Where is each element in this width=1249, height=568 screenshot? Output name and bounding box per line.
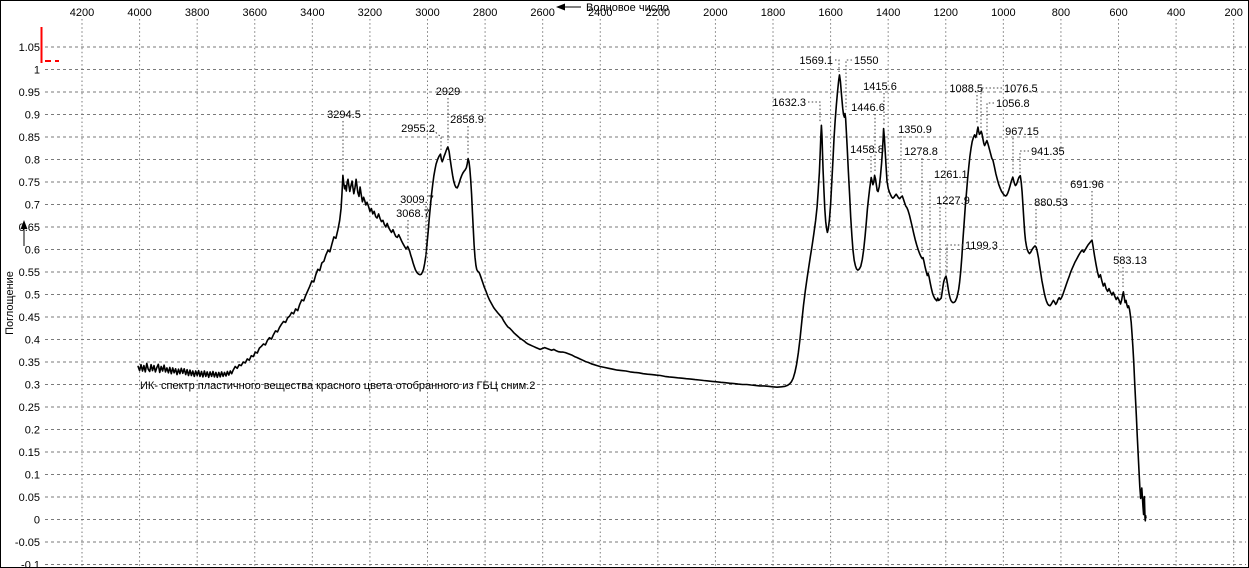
y-tick-label: -0.1 [21, 560, 40, 568]
peak-label: 1056.8 [996, 98, 1030, 110]
x-tick-label: 1400 [876, 7, 900, 19]
y-tick-label: 0.1 [25, 470, 40, 482]
x-axis-title: Волновое число [586, 2, 669, 14]
y-tick-label: 0 [34, 515, 40, 527]
peak-label: 1088.5 [949, 83, 983, 95]
x-tick-label: 2800 [473, 7, 497, 19]
y-tick-label: 0.75 [19, 177, 40, 189]
peak-label: 2929 [436, 86, 460, 98]
x-tick-label: 2400 [588, 7, 612, 19]
y-tick-label: 0.05 [19, 492, 40, 504]
peak-label: 1415.6 [863, 81, 897, 93]
peak-label: 880.53 [1034, 197, 1068, 209]
x-tick-label: 3400 [300, 7, 324, 19]
y-tick-label: 0.85 [19, 132, 40, 144]
peak-label: 3294.5 [327, 109, 361, 121]
x-tick-label: 600 [1109, 7, 1127, 19]
y-tick-label: 1.05 [19, 42, 40, 54]
peak-label: 3068.7 [396, 208, 430, 220]
y-tick-label: 0.15 [19, 447, 40, 459]
peak-label: 3009.7 [400, 194, 434, 206]
y-tick-label: 0.25 [19, 402, 40, 414]
peak-label: 1227.9 [936, 195, 970, 207]
peak-label: 1261.1 [934, 169, 968, 181]
peak-leader-line [835, 59, 840, 72]
y-axis-ticks: 1.0510.950.90.850.80.750.70.650.60.550.5… [15, 42, 40, 568]
y-tick-label: 0.8 [25, 155, 40, 167]
y-tick-label: -0.05 [15, 537, 40, 549]
x-tick-label: 800 [1052, 7, 1070, 19]
y-tick-label: 0.2 [25, 425, 40, 437]
peak-label: 1458.8 [850, 144, 884, 156]
peak-label: 2858.9 [450, 114, 484, 126]
x-tick-label: 3200 [358, 7, 382, 19]
y-tick-label: 1 [34, 65, 40, 77]
y-tick-label: 0.5 [25, 290, 40, 302]
y-tick-label: 0.3 [25, 380, 40, 392]
y-tick-label: 0.35 [19, 357, 40, 369]
x-tick-label: 1200 [934, 7, 958, 19]
y-tick-label: 0.95 [19, 87, 40, 99]
peak-label: 941.35 [1031, 146, 1065, 158]
x-axis-ticks: 4200 4000 3800 3600 3400 3200 3000 2800 2600 2400… [70, 7, 1243, 19]
left-arrow-icon [556, 3, 565, 11]
x-tick-label: 1600 [818, 7, 842, 19]
x-tick-label: 4200 [70, 7, 94, 19]
peak-label: 1350.9 [898, 124, 932, 136]
grid-lines [45, 19, 1246, 566]
up-arrow-icon [20, 220, 28, 229]
y-tick-label: 0.9 [25, 110, 40, 122]
peak-label: 2955.2 [401, 123, 435, 135]
peak-label: 1278.8 [904, 146, 938, 158]
peak-leader-line [1019, 150, 1029, 173]
peak-leader-line [986, 102, 994, 138]
red-cursor-marker [40, 27, 59, 63]
y-tick-label: 0.7 [25, 200, 40, 212]
x-tick-label: 3000 [415, 7, 439, 19]
x-tick-label: 3800 [185, 7, 209, 19]
peak-label: 1199.3 [965, 240, 998, 252]
y-tick-label: 0.55 [19, 267, 40, 279]
peak-leader-line [432, 129, 442, 150]
peak-label: 1550 [854, 55, 878, 67]
peak-leader-line [946, 244, 963, 273]
peak-annotations: 3294.5 2955.2 2929 2858.9 3009.7 3068.7 1632.3… [327, 55, 1147, 295]
x-tick-label: 1000 [991, 7, 1015, 19]
x-tick-label: 2200 [646, 7, 670, 19]
x-tick-label: 200 [1225, 7, 1243, 19]
y-tick-label: 0.4 [25, 335, 40, 347]
spectrum-note: ИК- спектр пластичного вещества красного… [140, 380, 535, 392]
x-tick-label: 3600 [243, 7, 267, 19]
peak-leader-line [808, 101, 821, 122]
x-tick-label: 1800 [761, 7, 785, 19]
x-tick-label: 2600 [530, 7, 554, 19]
y-axis-title: Поглощение [4, 271, 16, 335]
x-tick-label: 2000 [703, 7, 727, 19]
peak-label: 583.13 [1113, 255, 1147, 267]
spectrum-curve [137, 74, 1147, 522]
x-axis-title-group: Волновое число [556, 2, 669, 14]
x-tick-label: 4000 [127, 7, 151, 19]
y-tick-label: 0.45 [19, 312, 40, 324]
y-axis-title-group: Поглощение [4, 220, 28, 335]
peak-label: 967.15 [1005, 126, 1039, 138]
peak-label: 1632.3 [772, 97, 806, 109]
peak-label: 1076.5 [1004, 83, 1038, 95]
peak-label: 691.96 [1070, 179, 1104, 191]
y-tick-label: 0.6 [25, 245, 40, 257]
peak-label: 1569.1 [799, 55, 833, 67]
x-tick-label: 400 [1167, 7, 1185, 19]
peak-label: 1446.6 [851, 102, 885, 114]
